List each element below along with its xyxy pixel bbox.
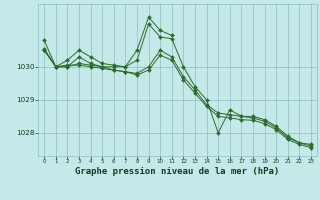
X-axis label: Graphe pression niveau de la mer (hPa): Graphe pression niveau de la mer (hPa) — [76, 167, 280, 176]
